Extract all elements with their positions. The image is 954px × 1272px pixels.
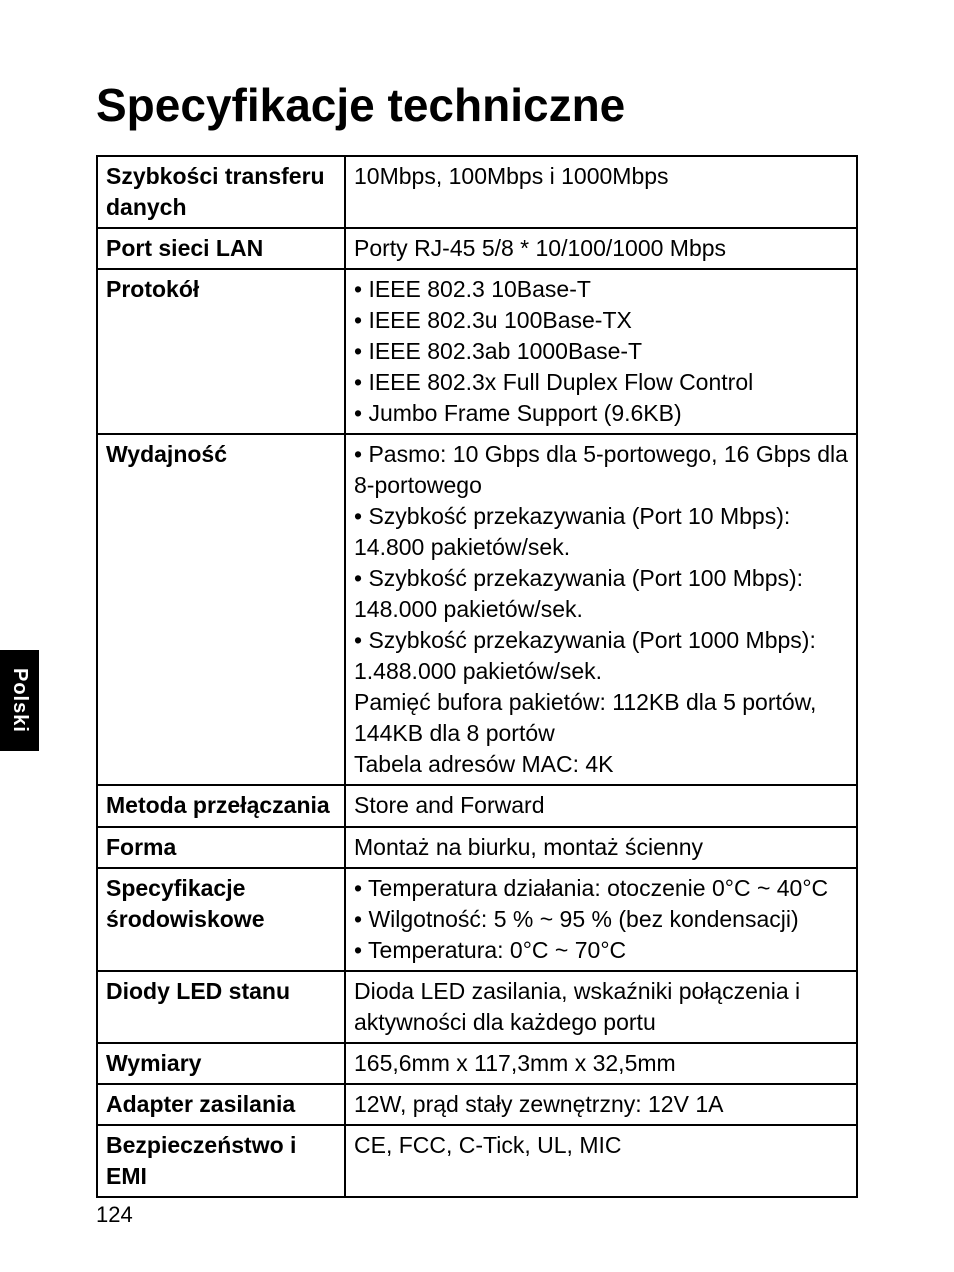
table-row: Metoda przełączaniaStore and Forward [97,785,857,826]
page: Polski Specyfikacje techniczne Szybkości… [0,0,954,1272]
spec-label: Port sieci LAN [97,228,345,269]
spec-value: • IEEE 802.3 10Base-T• IEEE 802.3u 100Ba… [345,269,857,434]
spec-value: CE, FCC, C-Tick, UL, MIC [345,1125,857,1197]
spec-label: Bezpieczeństwo i EMI [97,1125,345,1197]
table-row: Wydajność• Pasmo: 10 Gbps dla 5-portoweg… [97,434,857,786]
spec-value-line: • Szybkość przekazywania (Port 100 Mbps)… [354,563,848,625]
table-row: Specyfikacje środowiskowe • Temperatura d… [97,868,857,971]
table-row: Port sieci LANPorty RJ-45 5/8 * 10/100/1… [97,228,857,269]
spec-label: Szybkości transferu danych [97,156,345,228]
table-row: Wymiary165,6mm x 117,3mm x 32,5mm [97,1043,857,1084]
spec-value-line: • Temperatura działania: otoczenie 0°C ~… [354,873,848,904]
spec-value-line: • Temperatura: 0°C ~ 70°C [354,935,848,966]
spec-value-line: • IEEE 802.3 10Base-T [354,274,848,305]
spec-label: Wydajność [97,434,345,786]
spec-value: 165,6mm x 117,3mm x 32,5mm [345,1043,857,1084]
spec-value: 10Mbps, 100Mbps i 1000Mbps [345,156,857,228]
spec-value-line: • Pasmo: 10 Gbps dla 5-portowego, 16 Gbp… [354,439,848,501]
spec-value: • Temperatura działania: otoczenie 0°C ~… [345,868,857,971]
spec-label: Wymiary [97,1043,345,1084]
spec-value-line: • IEEE 802.3ab 1000Base-T [354,336,848,367]
spec-value: 12W, prąd stały zewnętrzny: 12V 1A [345,1084,857,1125]
spec-label: Diody LED stanu [97,971,345,1043]
spec-value-line: • Szybkość przekazywania (Port 1000 Mbps… [354,625,848,687]
spec-value-line: • IEEE 802.3x Full Duplex Flow Control [354,367,848,398]
spec-value-line: Tabela adresów MAC: 4K [354,749,848,780]
table-row: FormaMontaż na biurku, montaż ścienny [97,827,857,868]
spec-label: Metoda przełączania [97,785,345,826]
spec-label: Adapter zasilania [97,1084,345,1125]
language-tab: Polski [0,650,39,751]
spec-value-line: • Wilgotność: 5 % ~ 95 % (bez kondensacj… [354,904,848,935]
table-row: Diody LED stanuDioda LED zasilania, wska… [97,971,857,1043]
spec-label: Specyfikacje środowiskowe [97,868,345,971]
page-title: Specyfikacje techniczne [96,80,858,131]
spec-value: Porty RJ-45 5/8 * 10/100/1000 Mbps [345,228,857,269]
table-row: Protokół• IEEE 802.3 10Base-T• IEEE 802.… [97,269,857,434]
spec-value: • Pasmo: 10 Gbps dla 5-portowego, 16 Gbp… [345,434,857,786]
spec-value-line: • Szybkość przekazywania (Port 10 Mbps):… [354,501,848,563]
spec-value-line: Pamięć bufora pakietów: 112KB dla 5 port… [354,687,848,749]
table-row: Bezpieczeństwo i EMICE, FCC, C-Tick, UL,… [97,1125,857,1197]
spec-value: Montaż na biurku, montaż ścienny [345,827,857,868]
spec-value: Store and Forward [345,785,857,826]
spec-value-line: • Jumbo Frame Support (9.6KB) [354,398,848,429]
page-number: 124 [96,1202,133,1228]
table-row: Szybkości transferu danych10Mbps, 100Mbp… [97,156,857,228]
spec-value-line: • IEEE 802.3u 100Base-TX [354,305,848,336]
spec-table: Szybkości transferu danych10Mbps, 100Mbp… [96,155,858,1198]
spec-label: Protokół [97,269,345,434]
spec-label: Forma [97,827,345,868]
spec-table-body: Szybkości transferu danych10Mbps, 100Mbp… [97,156,857,1197]
table-row: Adapter zasilania12W, prąd stały zewnętr… [97,1084,857,1125]
spec-value: Dioda LED zasilania, wskaźniki połączeni… [345,971,857,1043]
